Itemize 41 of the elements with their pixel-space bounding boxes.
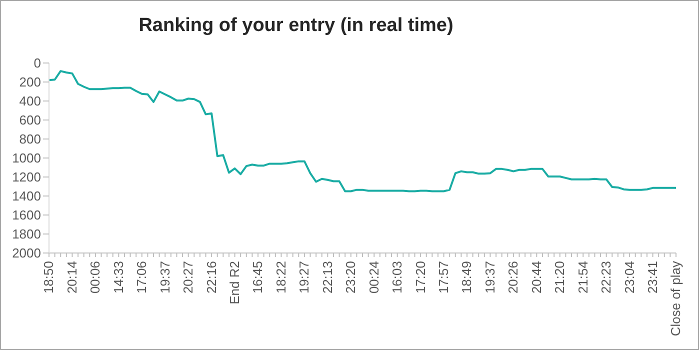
x-tick-label: 19:37 [482,261,498,294]
y-tick-label: 0 [34,56,41,71]
x-tick-label: 17:06 [134,261,150,294]
x-tick-label: 22:13 [320,261,335,294]
x-tick-label: 16:45 [250,261,266,294]
x-tick-label: 20:44 [528,261,544,294]
x-tick-label: 19:27 [296,261,312,294]
x-tick-label: 00:06 [88,261,103,294]
y-tick-label: 1200 [12,170,41,185]
x-tick-label: 21:54 [575,261,590,294]
x-tick-label: 17:57 [436,261,452,294]
line-series [48,70,677,192]
chart-title: Ranking of your entry (in real time) [138,15,454,37]
x-tick-label: 22:16 [204,261,219,294]
x-tick-label: 18:50 [41,261,56,294]
x-tick-label: 00:24 [366,261,382,294]
x-tick-label: 18:49 [459,261,474,294]
x-tick-label: 23:04 [622,261,637,294]
y-tick-label: 1800 [12,226,41,242]
y-tick-label: 1000 [12,150,41,166]
x-tick-label: 22:23 [598,261,614,294]
y-tick-label: 1600 [12,208,41,223]
x-tick-label: End R2 [227,261,242,304]
y-tick-label: 800 [19,132,41,147]
y-tick-label: 2000 [12,246,41,261]
x-tick-label: 20:27 [180,261,196,294]
x-tick-label: 19:37 [157,261,172,294]
y-tick-label: 1400 [12,188,41,204]
x-tick-label: 16:03 [390,261,405,294]
y-tick-label: 600 [19,112,41,128]
x-tick-label: 20:26 [506,261,521,294]
x-tick-label: 20:14 [64,261,80,294]
x-tick-label: 14:33 [110,261,126,294]
y-tick-label: 200 [19,74,41,90]
x-tick-label: Close of play [668,260,684,336]
y-tick-label: 400 [19,94,41,109]
x-tick-label: 21:20 [552,261,568,294]
x-tick-label: 23:20 [343,261,358,294]
x-tick-label: 18:22 [273,261,288,294]
x-tick-label: 23:41 [645,261,660,294]
x-tick-label: 17:20 [412,261,428,294]
